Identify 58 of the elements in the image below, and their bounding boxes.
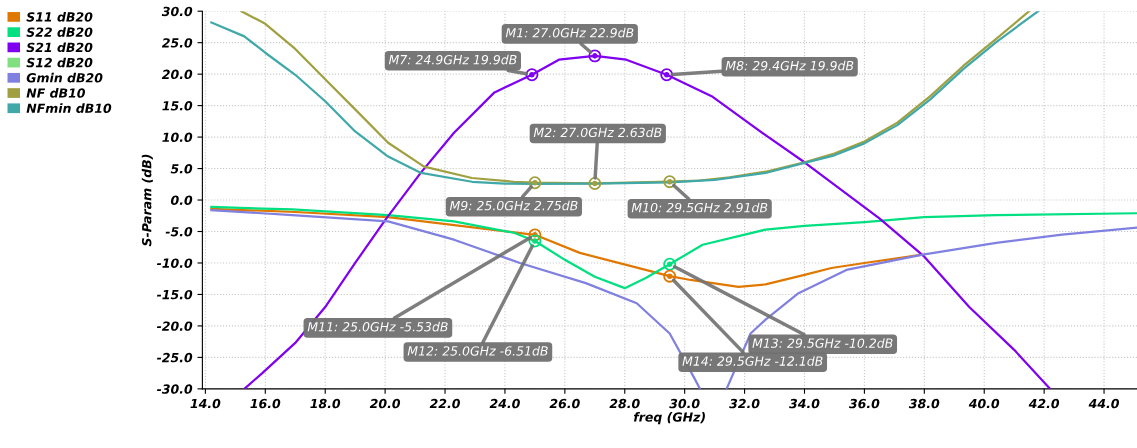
point: [588, 49, 602, 63]
y-tick-label: 20.0: [161, 69, 193, 80]
x-tick-label: 26.0: [549, 398, 580, 409]
x-tick-label: 28.0: [609, 398, 640, 409]
x-tick-label: 36.0: [848, 398, 880, 409]
x-tick-label: 40.0: [968, 398, 1000, 409]
legend-label: S22 dB20: [26, 27, 93, 37]
y-tick-label: -5.0: [165, 226, 193, 237]
y-tick-label: 10.0: [162, 132, 193, 143]
point: [588, 177, 602, 190]
y-tick-label: -10.0: [156, 258, 193, 268]
point: [663, 257, 677, 271]
y-tick-label: 30.0: [161, 6, 193, 17]
legend-label: NFmin dB10: [26, 103, 112, 113]
legend-label: S11 dB20: [26, 11, 93, 22]
legend-label: Gmin dB20: [26, 72, 103, 83]
y-tick-label: 25.0: [161, 38, 193, 48]
point: [663, 175, 677, 189]
x-axis-title: freq (GHz): [633, 412, 705, 425]
point: [663, 269, 677, 283]
y-tick-label: -30.0: [156, 384, 193, 394]
annotation: M7: 24.9GHz 19.9dB: [388, 54, 517, 65]
point: [525, 68, 539, 82]
y-tick-label: 5.0: [170, 164, 193, 174]
x-tick-label: 20.0: [369, 398, 401, 409]
y-tick-label: -25.0: [156, 352, 193, 363]
x-tick-label: 34.0: [789, 398, 820, 409]
annotation: M14: 29.5GHz -12.1dB: [682, 356, 823, 366]
x-tick-label: 18.0: [310, 398, 341, 409]
y-axis-title: S-Param (dB): [141, 154, 153, 247]
point: [660, 68, 674, 82]
point: [528, 176, 542, 190]
annotation: M11: 25.0GHz -5.53dB: [307, 321, 448, 332]
x-tick-label: 16.0: [250, 398, 281, 409]
y-tick-label: -20.0: [156, 321, 193, 331]
legend-label: NF dB10: [26, 88, 86, 98]
point: [528, 228, 542, 242]
annotation: M12: 25.0GHz -6.51dB: [407, 345, 548, 356]
annotation: M10: 29.5GHz 2.91dB: [631, 202, 768, 213]
x-tick-label: 14.0: [190, 398, 221, 409]
legend-label: S12 dB20: [26, 57, 93, 68]
point: [528, 234, 542, 248]
x-tick-label: 30.0: [669, 398, 700, 409]
annotation: M8: 29.4GHz 19.9dB: [725, 60, 854, 71]
annotation: M13: 29.5GHz -10.2dB: [752, 338, 893, 348]
annotation: M1: 27.0GHz 22.9dB: [505, 27, 634, 38]
x-tick-label: 24.0: [489, 398, 520, 409]
legend-label: S21 dB20: [26, 42, 93, 53]
y-tick-label: 15.0: [162, 101, 193, 111]
y-tick-label: 0.0: [170, 195, 193, 205]
x-tick-label: 38.0: [908, 398, 940, 409]
x-tick-label: 44.0: [1088, 398, 1120, 409]
x-tick-label: 42.0: [1028, 398, 1060, 409]
y-tick-label: -15.0: [156, 289, 193, 300]
x-tick-label: 22.0: [429, 398, 460, 409]
annotation: M9: 25.0GHz 2.75dB: [449, 200, 578, 211]
annotation: M2: 27.0GHz 2.63dB: [533, 127, 662, 138]
x-tick-label: 32.0: [729, 398, 760, 409]
